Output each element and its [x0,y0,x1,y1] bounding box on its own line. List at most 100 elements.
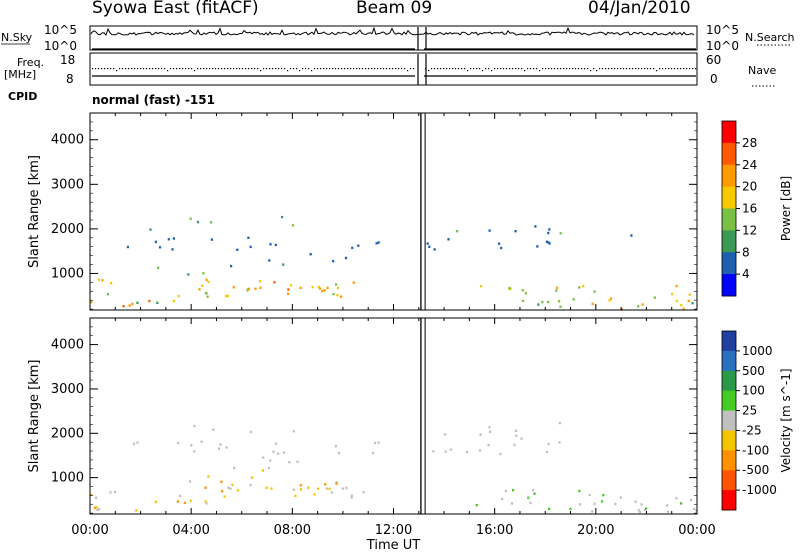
echo-cell [149,228,152,231]
echo-cell [231,483,234,487]
freq-dot [548,68,550,70]
echo-cell [591,302,594,306]
echo-cell [198,288,201,291]
freq-dot [245,68,247,70]
echo-cell [600,500,604,503]
colorbar-swatch [722,142,736,166]
freq-dot [515,68,517,70]
freq-dot [578,68,580,70]
freq-dot [410,68,412,70]
echo-cell [90,493,93,496]
echo-cell [136,441,139,444]
echo-cell [291,224,295,227]
echo-cell [171,248,174,251]
freq-dot [650,68,652,70]
noise-line [90,26,695,36]
echo-cell [488,229,491,232]
echo-cell [569,507,572,511]
echo-cell [479,285,483,288]
freq-tick-top: 18 [60,53,75,67]
freq-dot [581,68,583,70]
echo-cell [537,303,540,306]
freq-dot [173,68,175,70]
freq-dot [566,68,568,70]
freq-dot [518,68,520,70]
colorbar-tick-label: -1000 [742,483,777,497]
cpid-label: CPID [8,90,37,103]
echo-cell [95,496,98,499]
echo-cell [277,452,280,455]
freq-dot [209,68,211,70]
echo-cell [262,456,265,459]
echo-cell [499,452,502,456]
freq-dot [479,68,481,70]
echo-cell [176,500,179,503]
freq-dot [314,68,316,70]
colorbar-swatch [722,121,736,144]
echo-cell [204,500,207,503]
freq-dot [206,68,208,70]
freq-dot [185,68,187,70]
colorbar-swatch [722,350,736,372]
freq-dot [509,68,511,70]
echo-cell [225,446,228,449]
freq-dot [674,68,676,70]
echo-cell [593,290,596,293]
noise-tick-top-right: 10^5 [706,23,739,37]
echo-cell [97,278,100,281]
echo-cells [90,215,694,311]
echo-cell [680,304,683,307]
echo-cell [334,445,337,448]
freq-dot [392,68,394,70]
freq-dot [632,68,634,70]
colorbar-tick-label: 24 [742,158,757,172]
echo-cell [202,272,205,275]
echo-cell [317,487,320,490]
freq-dot [266,68,268,70]
freq-dot [551,68,553,70]
freq-dot [395,68,397,70]
colorbar-tick-label: 12 [742,223,757,237]
echo-cell [444,433,447,436]
y-tick-label: 2000 [51,426,84,441]
colorbar-label: Velocity [m s^-1] [779,368,793,472]
echo-cell [110,281,113,285]
echo-cell [223,495,226,498]
echo-cell [634,500,637,503]
date-label: 04/Jan/2010 [588,0,691,18]
freq-dot [236,68,238,70]
freq-dot [428,70,430,72]
echo-cell [286,292,290,295]
echo-cell [447,238,450,241]
freq-dot [320,68,322,70]
echo-cell [219,443,222,446]
freq-dot [203,68,205,70]
nave-tick-top: 60 [706,53,721,67]
echo-cell [154,240,157,244]
echo-cell [259,286,262,289]
freq-dot [533,68,535,70]
freq-dot [302,68,304,70]
echo-cell [132,442,135,445]
cpid-text: normal (fast) -151 [92,93,215,107]
freq-dot [398,68,400,70]
freq-dot [113,68,115,70]
echo-cell [201,284,204,287]
freq-dot [449,68,451,70]
freq-dot [131,68,133,70]
echo-cell [288,461,291,464]
freq-dot [296,68,298,70]
echo-cell [465,451,469,454]
freq-dot [353,68,355,70]
freq-dot [284,68,286,70]
freq-dot [587,68,589,70]
freq-dot [359,68,361,70]
freq-dot [455,68,457,70]
freq-dot [506,68,508,70]
echo-cell [666,504,669,507]
echo-cell [488,426,491,429]
colorbar-swatch [722,186,736,209]
nave-label: Nave [748,64,776,77]
echo-cell [313,493,316,496]
freq-dot [356,68,358,70]
